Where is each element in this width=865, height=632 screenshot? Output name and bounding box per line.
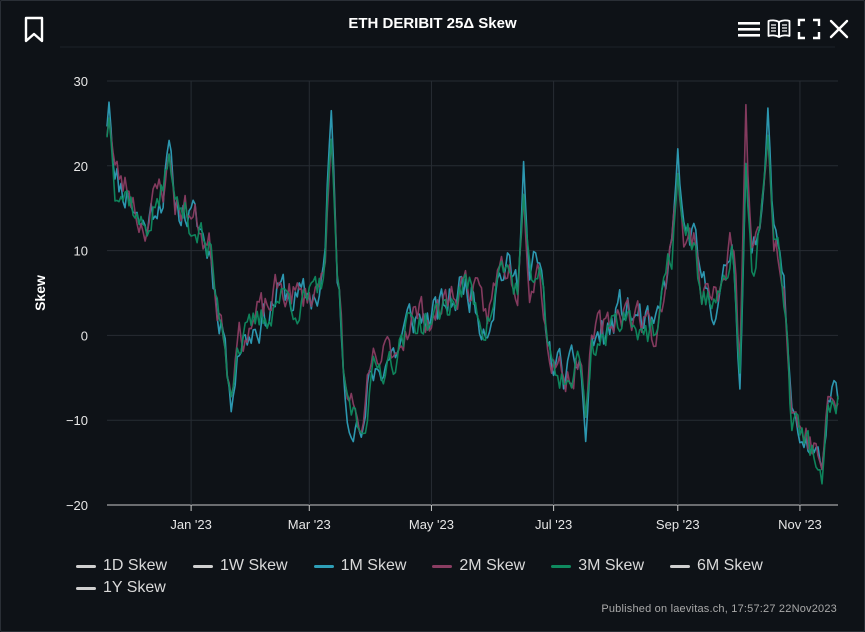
legend-item-6m-skew[interactable]: 6M Skew	[670, 556, 763, 576]
legend-label: 1Y Skew	[103, 579, 166, 596]
bookmark-icon[interactable]	[23, 16, 45, 44]
publish-credit: Published on laevitas.ch, 17:57:27 22Nov…	[601, 603, 837, 615]
legend-swatch	[670, 564, 690, 568]
chart-toolbar	[737, 18, 851, 40]
legend-item-1w-skew[interactable]: 1W Skew	[193, 556, 288, 576]
legend-item-1y-skew[interactable]: 1Y Skew	[76, 578, 166, 598]
legend-label: 1W Skew	[220, 557, 288, 574]
legend-swatch	[432, 564, 453, 568]
legend-label: 2M Skew	[459, 557, 526, 574]
legend-label: 3M Skew	[578, 557, 644, 574]
chart-title: ETH DERIBIT 25Δ Skew	[348, 15, 517, 32]
legend-item-1d-skew[interactable]: 1D Skew	[76, 556, 167, 576]
book-icon[interactable]	[767, 18, 791, 40]
menu-icon[interactable]	[737, 18, 761, 40]
legend-item-3m-skew[interactable]: 3M Skew	[551, 556, 644, 576]
legend-label: 6M Skew	[697, 557, 763, 574]
legend-label: 1D Skew	[103, 557, 168, 574]
chart-legend: 1D Skew 1W Skew 1M Skew 2M Skew 3M Skew 6M Sk…	[76, 556, 836, 598]
legend-swatch	[313, 564, 334, 568]
legend-swatch	[76, 586, 96, 590]
legend-item-1m-skew[interactable]: 1M Skew	[313, 556, 407, 576]
legend-label: 1M Skew	[340, 557, 407, 574]
legend-swatch	[551, 564, 572, 568]
legend-swatch	[193, 564, 214, 568]
legend-item-2m-skew[interactable]: 2M Skew	[432, 556, 525, 576]
close-icon[interactable]	[827, 18, 851, 40]
legend-swatch	[76, 564, 96, 568]
fullscreen-icon[interactable]	[797, 18, 821, 40]
